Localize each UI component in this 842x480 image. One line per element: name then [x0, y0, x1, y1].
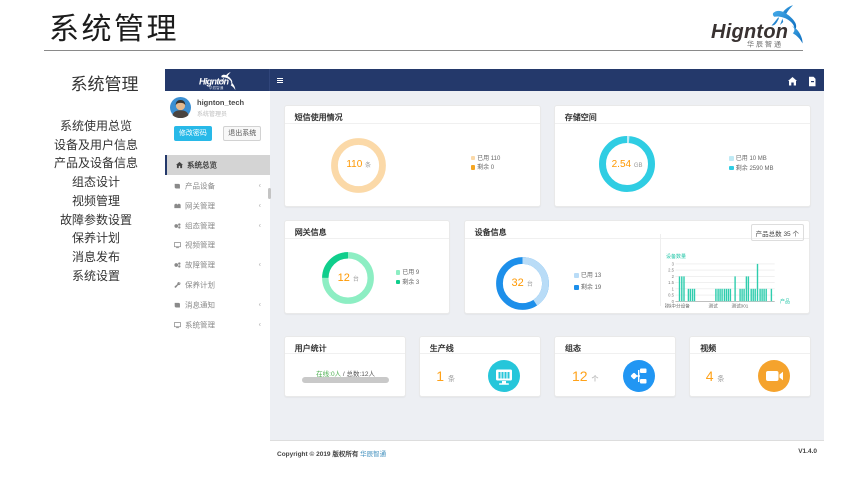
svg-text:Hignton: Hignton: [711, 21, 788, 43]
svg-text:1.5: 1.5: [668, 280, 674, 285]
svg-text:0.5: 0.5: [668, 292, 674, 297]
svg-text:测试001: 测试001: [731, 302, 748, 309]
svg-text:产品: 产品: [780, 298, 790, 305]
svg-text:3: 3: [671, 261, 674, 266]
svg-text:测试: 测试: [708, 302, 718, 309]
svg-text:Hignton: Hignton: [199, 77, 230, 87]
svg-text:1: 1: [671, 286, 674, 291]
svg-text:华辰智通: 华辰智通: [209, 85, 224, 90]
svg-text:模拟中分设备: 模拟中分设备: [665, 302, 690, 309]
svg-text:2.5: 2.5: [668, 267, 674, 272]
svg-text:设备数量: 设备数量: [666, 253, 686, 260]
svg-text:2: 2: [671, 274, 674, 279]
svg-text:0: 0: [671, 299, 674, 304]
